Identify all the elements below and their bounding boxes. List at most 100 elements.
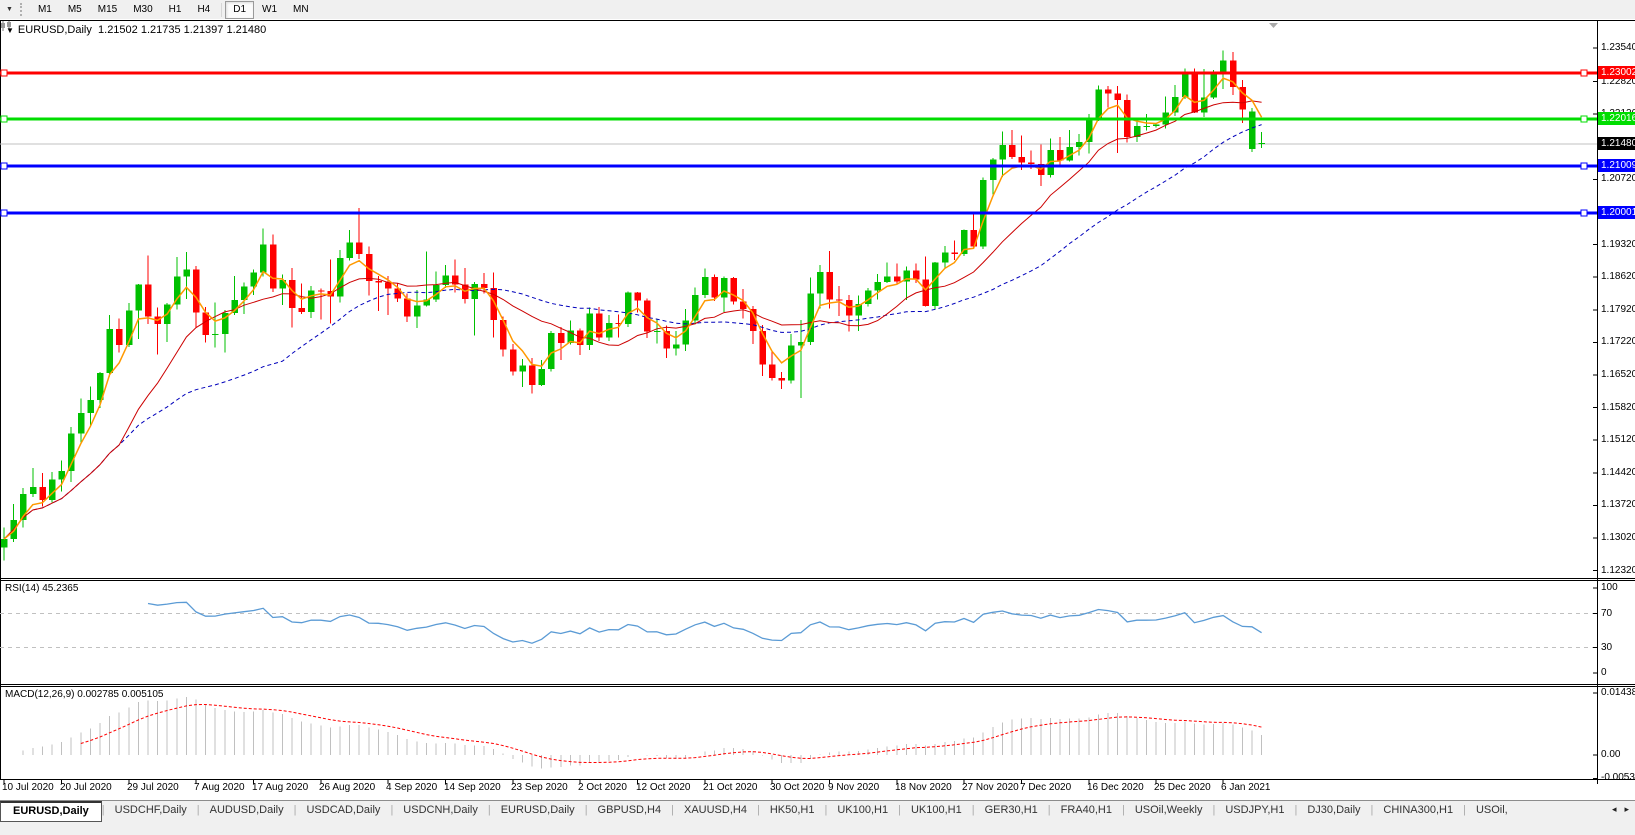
hline-handle[interactable] (1580, 162, 1588, 170)
tab-separator: | (671, 804, 674, 816)
macd-label: MACD(12,26,9) 0.002785 0.005105 (5, 689, 164, 700)
hline-handle[interactable] (0, 209, 8, 217)
tab-usoil[interactable]: USOil, (1475, 804, 1508, 816)
macd-level-label: -0.005396 (1601, 772, 1635, 783)
hline-handle[interactable] (0, 162, 8, 170)
macd-histogram (22, 696, 1263, 769)
chevron-down-icon: ▼ (6, 6, 13, 13)
candlestick-chart-icon (1, 20, 11, 31)
price-level-box-support-blue-1: 1.21009 (1598, 159, 1635, 172)
period-toolbar: ▼ M1 M5 M15 M30 H1 H4 D1 W1 MN (0, 0, 1635, 31)
date-label: 26 Aug 2020 (319, 782, 376, 793)
chart-tabs-bar: EURUSD,Daily | USDCHF,Daily | AUDUSD,Daily | U… (0, 800, 1635, 835)
price-tick-label: 1.12320 (1601, 565, 1635, 576)
hline-handle[interactable] (1580, 69, 1588, 77)
tab-usdjpy-h1[interactable]: USDJPY,H1 (1225, 804, 1285, 816)
tab-scroll-buttons: ◂ ▸ (1612, 801, 1635, 815)
date-label: 21 Oct 2020 (703, 782, 758, 793)
tab-separator: | (390, 804, 394, 816)
tab-separator: | (898, 804, 901, 816)
price-tick-label: 1.16520 (1601, 369, 1635, 380)
date-label: 6 Jan 2021 (1221, 782, 1271, 793)
period-button-m1[interactable]: M1 (37, 3, 52, 15)
date-label: 17 Aug 2020 (252, 782, 309, 793)
period-button-w1[interactable]: W1 (262, 3, 278, 15)
tab-separator: | (1463, 804, 1466, 816)
tab-separator: | (971, 804, 975, 816)
tab-ger30-h1[interactable]: GER30,H1 (984, 804, 1038, 816)
toolbar-divider (221, 2, 223, 17)
price-tick-label: 1.13720 (1601, 499, 1635, 510)
date-label: 2 Oct 2020 (578, 782, 627, 793)
period-button-m15[interactable]: M15 (97, 3, 118, 15)
chart-canvas[interactable] (0, 20, 1635, 800)
chart-type-button[interactable]: ▼ (0, 0, 17, 31)
current-price-box: 1.21480 (1598, 137, 1635, 150)
date-label: 4 Sep 2020 (386, 782, 438, 793)
toolbar-grip[interactable] (19, 3, 25, 16)
price-level-box-support-blue-2: 1.20001 (1598, 206, 1635, 219)
hline-handle[interactable] (0, 115, 8, 123)
date-label: 9 Nov 2020 (828, 782, 880, 793)
price-tick-label: 1.17220 (1601, 336, 1635, 347)
tab-separator: | (584, 804, 588, 816)
period-button-h4[interactable]: H4 (197, 3, 211, 15)
period-button-h1[interactable]: H1 (168, 3, 182, 15)
macd-level-label: 0.014384 (1601, 687, 1635, 698)
hline-handle[interactable] (0, 69, 8, 77)
tab-uk100-h1[interactable]: UK100,H1 (910, 804, 962, 816)
hline-handle[interactable] (1580, 209, 1588, 217)
tab-eurusd-daily[interactable]: EURUSD,Daily (500, 804, 575, 816)
date-label: 7 Aug 2020 (194, 782, 245, 793)
macd-signal-line (80, 703, 1262, 763)
tab-usoil-weekly[interactable]: USOil,Weekly (1134, 804, 1203, 816)
date-label: 25 Dec 2020 (1154, 782, 1211, 793)
tab-usdchf-daily[interactable]: USDCHF,Daily (114, 804, 187, 816)
period-button-m30[interactable]: M30 (133, 3, 153, 15)
price-tick-label: 1.22820 (1601, 76, 1635, 87)
price-tick-label: 1.14420 (1601, 467, 1635, 478)
tab-audusd-daily[interactable]: AUDUSD,Daily (209, 804, 284, 816)
tab-separator: | (1370, 804, 1374, 816)
macd-level-label: 0.00 (1601, 749, 1621, 760)
rsi-line (147, 601, 1262, 644)
date-label: 29 Jul 2020 (127, 782, 179, 793)
price-level-box-support-green: 1.22016 (1598, 112, 1635, 125)
rsi-level-label: 70 (1601, 608, 1613, 619)
date-label: 16 Dec 2020 (1087, 782, 1144, 793)
rsi-level-label: 0 (1601, 667, 1607, 678)
period-button-d1[interactable]: D1 (225, 0, 255, 19)
tab-china300-h1[interactable]: CHINA300,H1 (1383, 804, 1454, 816)
tab-uk100-h1[interactable]: UK100,H1 (837, 804, 889, 816)
tab-eurusd-daily[interactable]: EURUSD,Daily (0, 801, 102, 822)
chart-title-symbol: EURUSD,Daily (17, 24, 92, 36)
tab-fra40-h1[interactable]: FRA40,H1 (1060, 804, 1112, 816)
hline-handle[interactable] (1580, 115, 1588, 123)
date-label: 7 Dec 2020 (1020, 782, 1072, 793)
tab-gbpusd-h4[interactable]: GBPUSD,H4 (597, 804, 662, 816)
collapse-chart-arrow-icon[interactable]: ▼ (6, 26, 14, 35)
rsi-level-label: 100 (1601, 582, 1618, 593)
period-button-mn[interactable]: MN (293, 3, 309, 15)
chart-shift-marker[interactable] (1269, 23, 1278, 28)
tab-usdcnh-daily[interactable]: USDCNH,Daily (403, 804, 478, 816)
tab-usdcad-daily[interactable]: USDCAD,Daily (306, 804, 381, 816)
tab-separator: | (756, 804, 760, 816)
period-button-m5[interactable]: M5 (67, 3, 82, 15)
tab-separator: | (487, 804, 491, 816)
tab-xauusd-h4[interactable]: XAUUSD,H4 (683, 804, 747, 816)
price-tick-label: 1.18620 (1601, 271, 1635, 282)
tab-scroll-left-icon[interactable]: ◂ (1611, 804, 1617, 814)
price-tick-label: 1.15120 (1601, 434, 1635, 445)
date-label: 23 Sep 2020 (511, 782, 568, 793)
tab-scroll-right-icon[interactable]: ▸ (1624, 804, 1629, 814)
date-label: 30 Oct 2020 (770, 782, 825, 793)
price-tick-label: 1.17920 (1601, 304, 1635, 315)
candles (1, 50, 1266, 561)
date-label: 20 Jul 2020 (60, 782, 112, 793)
tab-dj30-daily[interactable]: DJ30,Daily (1307, 804, 1361, 816)
date-label: 14 Sep 2020 (444, 782, 501, 793)
chart-title-ohlc: 1.21502 1.21735 1.21397 1.21480 (98, 24, 267, 36)
tab-hk50-h1[interactable]: HK50,H1 (769, 804, 815, 816)
